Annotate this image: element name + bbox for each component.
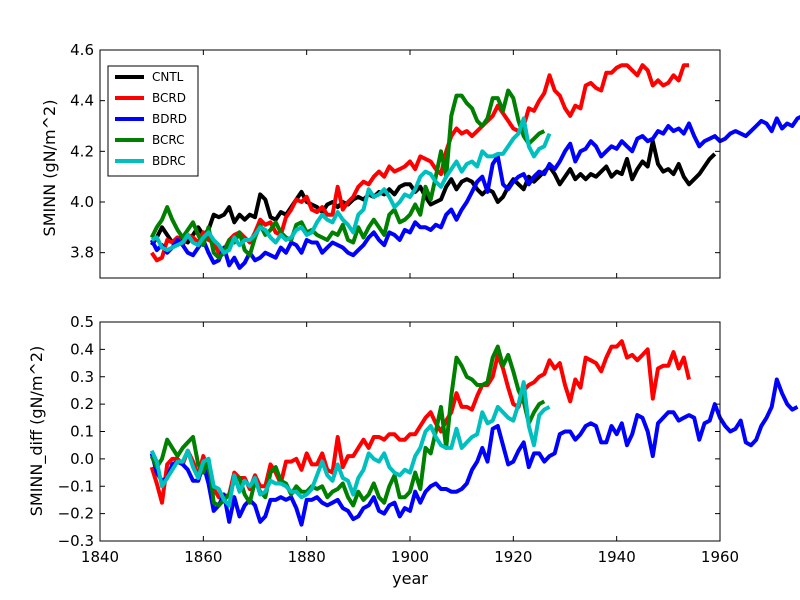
- bottom-x-axis-label: year: [392, 569, 428, 588]
- bottom-x-tick-label: 1860: [184, 548, 222, 566]
- legend-label-bcrd: BCRD: [152, 91, 186, 105]
- bottom-x-tick-label: 1920: [494, 548, 532, 566]
- bottom-y-tick-label: 0.5: [70, 313, 94, 331]
- bottom-x-tick-label: 1880: [288, 548, 326, 566]
- bottom-series-group: [149, 339, 799, 527]
- top-y-tick-label: 3.8: [70, 244, 94, 262]
- top-y-tick-label: 4.6: [70, 41, 94, 59]
- legend-label-bdrc: BDRC: [152, 154, 186, 168]
- top-y-axis-label: SMINN (gN/m^2): [40, 100, 59, 237]
- bottom-series-bdrc: [149, 380, 551, 508]
- top-series-cntl: [150, 139, 717, 247]
- bottom-y-tick-label: −0.1: [58, 477, 94, 495]
- top-series-bcrc: [149, 88, 546, 260]
- top-chart: 3.8 4.0 4.2 4.4 4.6 SMINN (gN/m^2) CNTL BCRD B…: [40, 41, 800, 279]
- top-series-group: [149, 63, 800, 270]
- bottom-x-tick-label: 1940: [598, 548, 636, 566]
- bottom-y-tick-label: −0.3: [58, 532, 94, 550]
- bottom-x-tick-label: 1900: [391, 548, 429, 566]
- top-y-tick-label: 4.2: [70, 142, 94, 160]
- legend-label-cntl: CNTL: [152, 70, 184, 84]
- bottom-y-tick-label: −0.2: [58, 505, 94, 523]
- top-series-bdrd: [149, 114, 800, 270]
- bottom-series-bcrc: [149, 344, 546, 508]
- bottom-x-tick-label: 1840: [81, 548, 119, 566]
- bottom-x-tick-label: 1960: [701, 548, 739, 566]
- bottom-chart: 1840 1860 1880 1900 1920 1940 1960 −0.3 −0.2 −0.1…: [27, 313, 799, 588]
- bottom-axes-group: 1840 1860 1880 1900 1920 1940 1960 −0.3 −0.2 −0.1…: [58, 313, 740, 566]
- bottom-y-tick-label: 0.3: [70, 368, 94, 386]
- bottom-y-axis-label: SMINN_diff (gN/m^2): [27, 346, 47, 517]
- top-y-tick-label: 4.4: [70, 92, 94, 110]
- bottom-y-tick-label: 0.0: [70, 450, 94, 468]
- top-series-bdrc: [150, 116, 552, 255]
- legend-label-bcrc: BCRC: [152, 133, 185, 147]
- top-axes-group: 3.8 4.0 4.2 4.4 4.6: [70, 41, 721, 279]
- legend-label-bdrd: BDRD: [152, 112, 187, 126]
- legend: CNTL BCRD BDRD BCRC BDRC: [107, 65, 199, 177]
- bottom-y-tick-label: 0.2: [70, 395, 94, 413]
- bottom-y-tick-label: 0.1: [70, 423, 94, 441]
- bottom-series-bdrd: [149, 377, 799, 527]
- bottom-y-tick-label: 0.4: [70, 340, 94, 358]
- top-y-tick-label: 4.0: [70, 193, 94, 211]
